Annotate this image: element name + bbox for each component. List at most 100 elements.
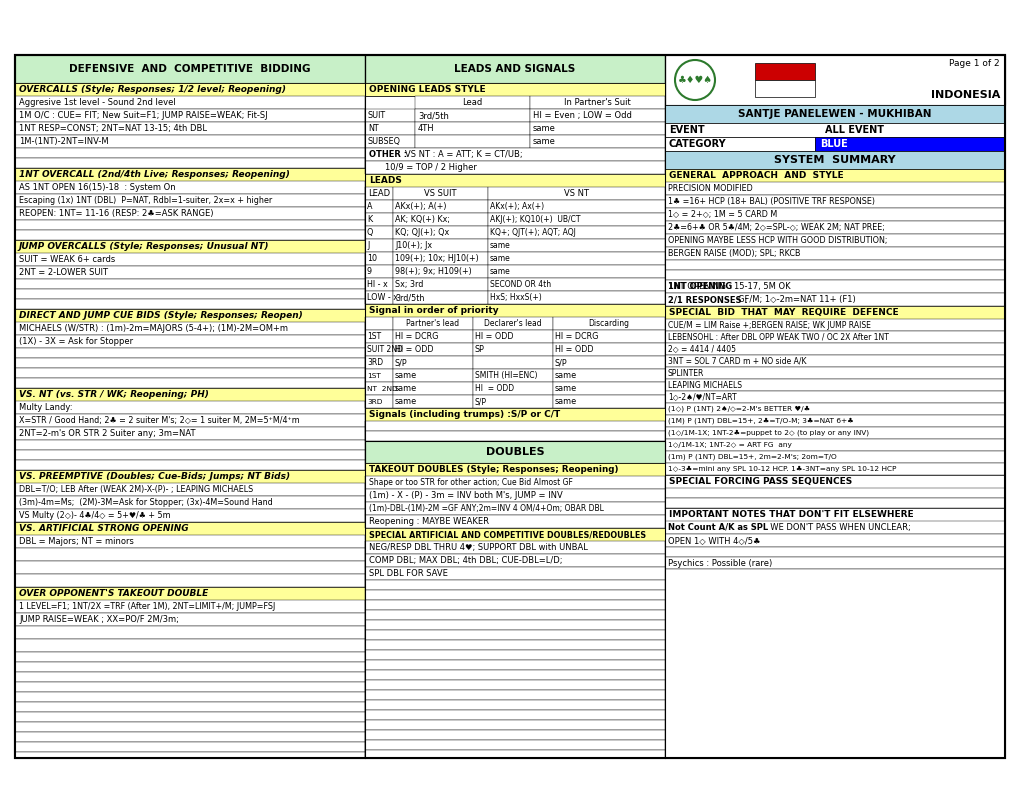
Bar <box>664 270 1004 280</box>
Bar <box>487 200 664 213</box>
Text: (1◇/1M-1X; 1NT-2♣=puppet to 2◇ (to play or any INV): (1◇/1M-1X; 1NT-2♣=puppet to 2◇ (to play … <box>667 429 868 437</box>
Text: GF/M; 1◇-2m=NAT 11+ (F1): GF/M; 1◇-2m=NAT 11+ (F1) <box>738 295 855 304</box>
Text: same: same <box>554 397 577 406</box>
Text: SMITH (HI=ENC): SMITH (HI=ENC) <box>475 371 537 380</box>
Text: SPL DBL FOR SAVE: SPL DBL FOR SAVE <box>369 569 447 578</box>
Bar <box>487 278 664 291</box>
Text: AK; KQ(+) Kx;: AK; KQ(+) Kx; <box>394 215 449 224</box>
Bar <box>365 710 664 720</box>
Bar <box>15 722 365 732</box>
Text: 4TH: 4TH <box>418 124 434 133</box>
Bar <box>365 740 664 750</box>
Bar <box>15 548 365 561</box>
Bar <box>664 521 1004 534</box>
Bar <box>365 408 664 421</box>
Text: LEAD: LEAD <box>368 189 389 198</box>
Text: same: same <box>554 371 577 380</box>
Bar <box>365 463 664 476</box>
Text: VS NT: VS NT <box>564 189 588 198</box>
Bar <box>664 221 1004 234</box>
Text: J: J <box>367 241 369 250</box>
Text: LEAPING MICHAELS: LEAPING MICHAELS <box>667 381 741 389</box>
Text: DBL=T/O; LEB After (WEAK 2M)-X-(P)- ; LEAPING MICHAELS: DBL=T/O; LEB After (WEAK 2M)-X-(P)- ; LE… <box>19 485 253 494</box>
Bar <box>15 450 365 460</box>
Text: 3RD: 3RD <box>367 358 383 367</box>
Text: Reopening : MAYBE WEAKER: Reopening : MAYBE WEAKER <box>369 517 488 526</box>
Text: Signals (including trumps) :S/P or C/T: Signals (including trumps) :S/P or C/T <box>369 410 559 419</box>
Text: (3m)-4m=Ms;  (2M)-3M=Ask for Stopper; (3x)-4M=Sound Hand: (3m)-4m=Ms; (2M)-3M=Ask for Stopper; (3x… <box>19 498 272 507</box>
Bar <box>365 135 415 148</box>
Bar <box>392 356 473 369</box>
Bar <box>15 561 365 574</box>
Bar <box>15 309 365 322</box>
Text: LOW - x: LOW - x <box>367 293 397 302</box>
Bar <box>15 427 365 440</box>
Bar <box>365 213 392 226</box>
Text: (1◇) P (1NT) 2♠/◇=2-M's BETTER ♥/♣: (1◇) P (1NT) 2♠/◇=2-M's BETTER ♥/♣ <box>667 406 809 412</box>
Text: 1NT OPENING : 15-17, 5M OK: 1NT OPENING : 15-17, 5M OK <box>667 282 790 291</box>
Text: 1◇-2♠/♥/NT=ART: 1◇-2♠/♥/NT=ART <box>667 392 736 402</box>
Text: X=STR / Good Hand; 2♣ = 2 suiter M's; 2◇= 1 suiter M, 2M=5⁺M/4⁺m: X=STR / Good Hand; 2♣ = 2 suiter M's; 2◇… <box>19 416 300 425</box>
Text: 1◇ = 2+◇; 1M = 5 CARD M: 1◇ = 2+◇; 1M = 5 CARD M <box>667 210 776 219</box>
Text: COMP DBL; MAX DBL; 4th DBL; CUE-DBL=L/D;: COMP DBL; MAX DBL; 4th DBL; CUE-DBL=L/D; <box>369 556 561 565</box>
Text: S/P: S/P <box>554 358 567 367</box>
Text: AKx(+); Ax(+): AKx(+); Ax(+) <box>489 202 543 211</box>
Bar <box>530 135 664 148</box>
Bar <box>15 414 365 427</box>
Text: 1ST: 1ST <box>367 373 380 378</box>
Bar <box>552 382 664 395</box>
Bar <box>365 356 392 369</box>
Bar <box>365 630 664 640</box>
Bar <box>365 291 392 304</box>
Bar <box>664 415 1004 427</box>
Bar <box>664 306 1004 319</box>
Bar <box>664 260 1004 270</box>
Bar <box>15 440 365 450</box>
Bar <box>15 335 365 348</box>
Bar <box>15 55 365 83</box>
Bar <box>664 498 1004 508</box>
Bar <box>415 109 530 122</box>
Text: CUE/M = LIM Raise +;BERGEN RAISE; WK JUMP RAISE: CUE/M = LIM Raise +;BERGEN RAISE; WK JUM… <box>667 321 870 329</box>
Bar <box>487 291 664 304</box>
Bar <box>15 587 365 600</box>
Bar <box>15 401 365 414</box>
Bar <box>415 135 530 148</box>
Text: HI = Even ; LOW = Odd: HI = Even ; LOW = Odd <box>533 111 631 120</box>
Text: DIRECT AND JUMP CUE BIDS (Style; Responses; Reopen): DIRECT AND JUMP CUE BIDS (Style; Respons… <box>19 311 303 320</box>
Text: 1◇-3♣=mini any SPL 10-12 HCP. 1♣-3NT=any SPL 10-12 HCP: 1◇-3♣=mini any SPL 10-12 HCP. 1♣-3NT=any… <box>667 466 896 472</box>
Text: OPENING LEADS STYLE: OPENING LEADS STYLE <box>369 85 485 94</box>
Bar <box>365 670 664 680</box>
Bar <box>473 343 552 356</box>
Bar <box>530 96 664 109</box>
Bar <box>487 265 664 278</box>
Bar <box>365 343 392 356</box>
Bar <box>365 700 664 710</box>
Text: NT: NT <box>368 124 378 133</box>
Bar <box>15 135 365 148</box>
Text: EVENT: EVENT <box>668 125 704 135</box>
Bar <box>473 330 552 343</box>
Text: OPEN 1◇ WITH 4◇/5♣: OPEN 1◇ WITH 4◇/5♣ <box>667 536 760 545</box>
Text: 2/1 RESPONSES :: 2/1 RESPONSES : <box>667 295 750 304</box>
Text: LEADS AND SIGNALS: LEADS AND SIGNALS <box>453 64 575 74</box>
Text: VS NT : A = ATT; K = CT/UB;: VS NT : A = ATT; K = CT/UB; <box>405 150 522 159</box>
Bar <box>487 239 664 252</box>
Bar <box>15 148 365 158</box>
Text: 3NT = SOL 7 CARD m + NO side A/K: 3NT = SOL 7 CARD m + NO side A/K <box>667 356 806 366</box>
Bar <box>487 187 664 200</box>
Bar <box>392 330 473 343</box>
Text: OVER OPPONENT'S TAKEOUT DOUBLE: OVER OPPONENT'S TAKEOUT DOUBLE <box>19 589 208 598</box>
Bar <box>664 137 814 151</box>
Bar <box>15 348 365 358</box>
Text: same: same <box>489 267 511 276</box>
Bar <box>365 750 664 758</box>
Text: VS Multy (2◇)- 4♣/4◇ = 5+♥/♣ + 5m: VS Multy (2◇)- 4♣/4◇ = 5+♥/♣ + 5m <box>19 511 170 520</box>
Text: same: same <box>489 241 511 250</box>
Bar <box>15 752 365 758</box>
Bar <box>365 96 664 109</box>
Bar <box>15 109 365 122</box>
Text: Multy Landy:: Multy Landy: <box>19 403 72 412</box>
Text: HI - x: HI - x <box>367 280 387 289</box>
Text: 1◇/1M-1X; 1NT-2◇ = ART FG  any: 1◇/1M-1X; 1NT-2◇ = ART FG any <box>667 442 791 448</box>
